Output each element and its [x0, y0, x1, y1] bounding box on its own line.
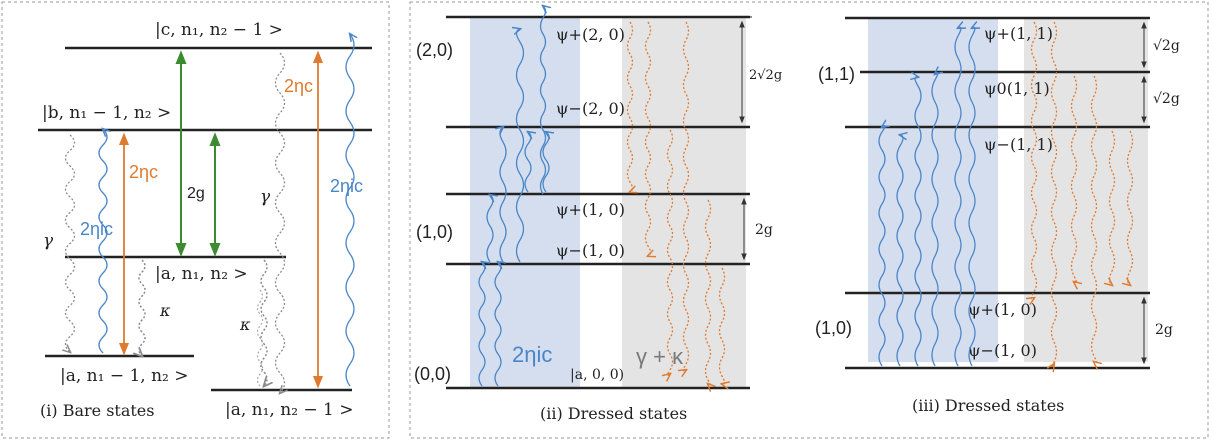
eta-ic-left-label: 2ηic [80, 219, 113, 239]
p2-blue-wave-3 [486, 195, 493, 263]
p2-spacing-top-label: 2√2g [749, 68, 782, 83]
gamma-left-label: γ [43, 231, 54, 251]
panel3-caption: (iii) Dressed states [912, 396, 1064, 415]
panel2-dressed-states: ψ+(2, 0) ψ−(2, 0) ψ+(1, 0) ψ−(1, 0) |a, … [414, 6, 782, 423]
panel2-3-frame [409, 1, 1209, 439]
p3-blue-wave-1 [878, 126, 885, 367]
p3-manifold-10: (1,0) [815, 318, 852, 338]
gray-wave-kappa-left [139, 259, 146, 356]
p2-blue-wave-6 [524, 132, 531, 193]
p2-blue-wave-1 [478, 262, 485, 387]
p3-psi-plus-11-label: ψ+(1, 1) [984, 24, 1053, 43]
level-a-low2-label: |a, n₁, n₂ − 1 > [225, 400, 354, 420]
p3-blue-wave-6 [968, 27, 975, 367]
p3-psi-0-11-label: ψ0(1, 1) [984, 79, 1050, 98]
p3-orange-wave-3 [1070, 75, 1077, 283]
gray-wave-gamma-left [66, 134, 76, 352]
level-b-label: |b, n₁ − 1, n₂ > [42, 103, 171, 123]
p2-psi-minus-20-label: ψ−(2, 0) [556, 99, 625, 118]
p2-blue-wave-5 [517, 29, 525, 263]
p3-spacing-c-label: 2g [1155, 322, 1173, 338]
eta-c-left-label: 2ηc [129, 162, 158, 182]
eta-c-right-label: 2ηc [284, 76, 313, 96]
p3-spacing-b-label: √2g [1153, 91, 1180, 107]
two-g-label: 2g [187, 185, 205, 202]
p3-psi-plus-10-label: ψ+(1, 0) [968, 300, 1037, 319]
p2-orange-wave-3 [668, 129, 674, 375]
p3-spacing-a-label: √2g [1153, 38, 1180, 54]
p2-decay-label: γ + κ [636, 344, 684, 369]
p2-manifold-00: (0,0) [414, 364, 451, 384]
kappa-right-label: κ [239, 315, 251, 334]
p3-psi-minus-10-label: ψ−(1, 0) [968, 341, 1037, 360]
p2-psi-minus-10-label: ψ−(1, 0) [556, 241, 625, 260]
p2-blue-wave-4 [500, 127, 507, 263]
p2-manifold-20: (2,0) [416, 40, 453, 60]
p3-manifold-11: (1,1) [818, 64, 855, 84]
p2-psi-plus-10-label: ψ+(1, 0) [556, 200, 625, 219]
eta-ic-right-label: 2ηic [330, 176, 363, 196]
p2-manifold-10: (1,0) [416, 222, 453, 242]
p2-orange-wave-5 [704, 199, 711, 386]
p2-blue-wave-2 [494, 262, 501, 387]
panel3-gray-band [1024, 18, 1148, 362]
level-c-label: |c, n₁, n₂ − 1 > [155, 20, 283, 40]
panel2-blue-band [470, 18, 580, 388]
blue-wave-right [345, 34, 354, 387]
kappa-left-label: κ [159, 301, 171, 320]
p2-orange-wave-6 [718, 267, 725, 384]
p3-blue-wave-4 [931, 72, 938, 367]
gamma-right-label: γ [260, 187, 271, 207]
panel3-dressed-states: ψ+(1, 1) ψ0(1, 1) ψ−(1, 1) ψ+(1, 0) ψ−(1… [815, 16, 1180, 415]
p2-orange-wave-4 [684, 21, 690, 371]
p2-spacing-mid-label: 2g [755, 222, 773, 238]
panel2-caption: (ii) Dressed states [540, 404, 687, 423]
level-a-label: |a, n₁, n₂ > [155, 264, 248, 284]
blue-wave-left [98, 129, 107, 354]
p3-blue-wave-3 [915, 77, 922, 367]
gray-wave-kappa-right-a [260, 259, 267, 386]
p3-blue-wave-2 [896, 135, 903, 367]
gray-wave-gamma-right [274, 52, 285, 393]
panel1-bare-states: |c, n₁, n₂ − 1 > |b, n₁ − 1, n₂ > |a, n₁… [38, 20, 372, 420]
gray-wave-kappa-right-b [256, 289, 264, 387]
p3-blue-wave-5 [954, 27, 961, 367]
p2-psi-plus-20-label: ψ+(2, 0) [556, 25, 625, 44]
p2-orange-wave-1 [626, 21, 633, 192]
p2-drive-label: 2ηic [512, 342, 552, 367]
p3-psi-minus-11-label: ψ−(1, 1) [984, 135, 1053, 154]
panel1-frame [1, 1, 390, 439]
p2-blue-wave-8 [539, 6, 546, 195]
p2-ground-label: |a, 0, 0) [570, 367, 624, 383]
panel1-caption: (i) Bare states [40, 401, 154, 420]
level-a-low1-label: |a, n₁ − 1, n₂ > [60, 366, 189, 386]
p2-blue-wave-7 [542, 132, 549, 193]
